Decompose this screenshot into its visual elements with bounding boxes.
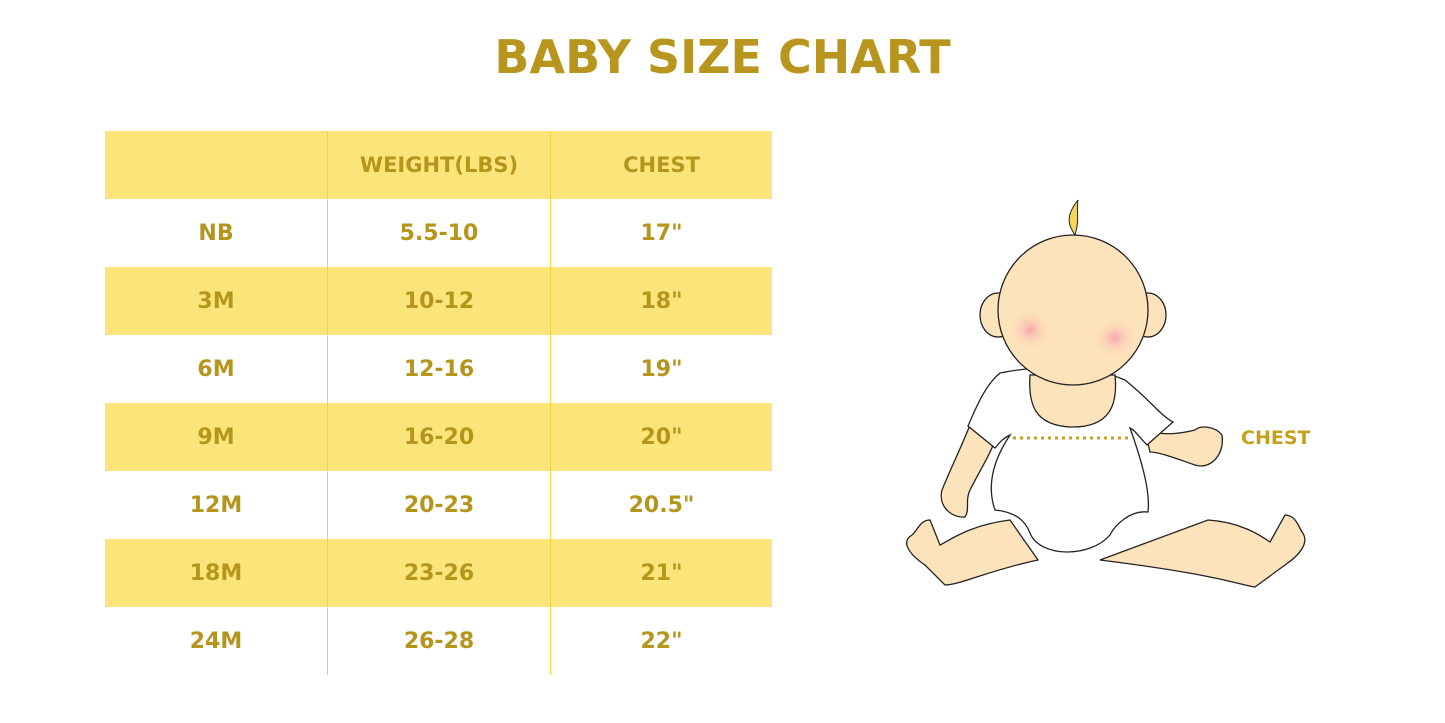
chest-cell: 20" [550, 403, 772, 471]
header-size [105, 131, 328, 199]
size-cell: 12M [189, 492, 243, 518]
table-row: 3M 10-12 18" [105, 267, 772, 335]
weight-cell: 26-28 [327, 607, 551, 675]
chest-cell: 18" [550, 267, 772, 335]
header-weight: WEIGHT(LBS) [327, 131, 551, 199]
weight-cell: 23-26 [327, 539, 551, 607]
cheek-left [1008, 308, 1052, 352]
chest-label: CHEST [1241, 427, 1311, 449]
size-cell: NB [198, 220, 234, 246]
header-chest: CHEST [550, 131, 772, 199]
page-title: BABY SIZE CHART [494, 30, 951, 84]
chest-cell: 21" [550, 539, 772, 607]
table-header-row: WEIGHT(LBS) CHEST [105, 131, 772, 199]
size-table: WEIGHT(LBS) CHEST NB 5.5-10 17" 3M 10-12… [105, 131, 772, 675]
size-cell: 24M [189, 628, 243, 654]
size-cell: 18M [105, 539, 328, 607]
baby-body [906, 234, 1306, 588]
chest-cell: 17" [640, 220, 683, 246]
table-row: NB 5.5-10 17" [105, 199, 772, 267]
weight-cell: 5.5-10 [327, 199, 551, 267]
table-row: 6M 12-16 19" [105, 335, 772, 403]
cheek-right [1093, 316, 1137, 360]
size-cell: 3M [105, 267, 328, 335]
weight-cell: 16-20 [327, 403, 551, 471]
chest-cell: 19" [640, 356, 683, 382]
weight-cell: 10-12 [327, 267, 551, 335]
size-cell: 6M [197, 356, 235, 382]
table-row: 12M 20-23 20.5" [105, 471, 772, 539]
chest-cell: 22" [640, 628, 683, 654]
weight-cell: 12-16 [327, 335, 551, 403]
size-cell: 9M [105, 403, 328, 471]
chest-cell: 20.5" [628, 492, 695, 518]
table-row: 18M 23-26 21" [105, 539, 772, 607]
table-row: 24M 26-28 22" [105, 607, 772, 675]
hair-curl [1068, 199, 1079, 237]
weight-cell: 20-23 [327, 471, 551, 539]
table-row: 9M 16-20 20" [105, 403, 772, 471]
baby-illustration [906, 199, 1306, 588]
